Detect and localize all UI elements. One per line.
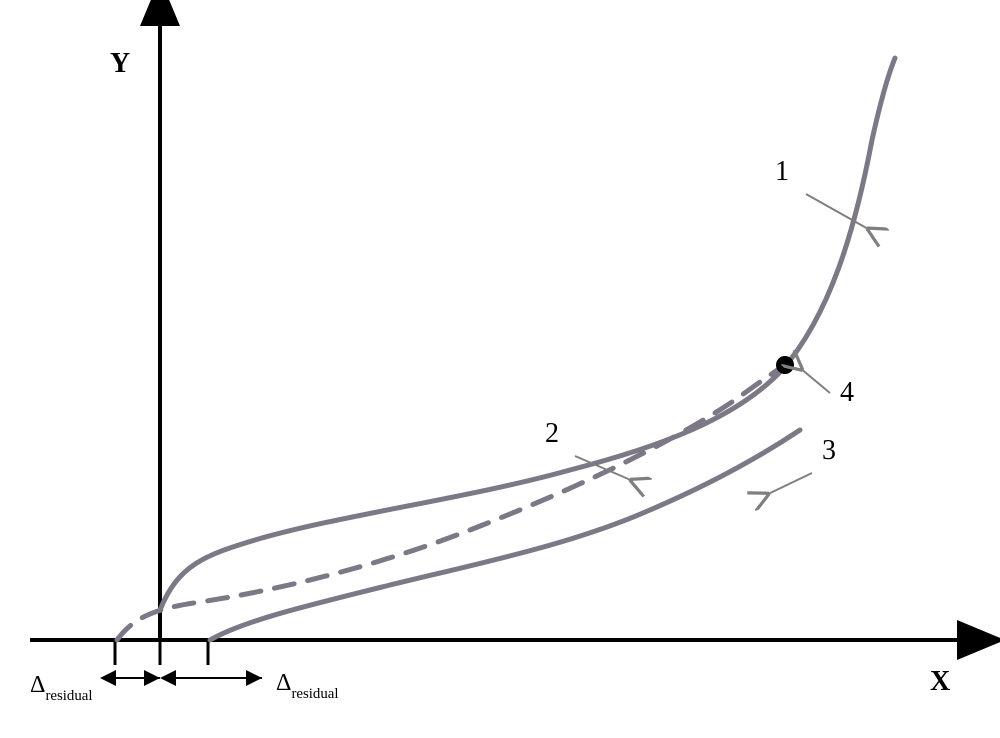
x-axis-label: X — [930, 666, 950, 697]
callout-label-4: 4 — [840, 377, 854, 408]
diagram-svg: Y X Δresidual Δresidual 1 2 34 — [0, 0, 1000, 738]
residual-label: Δresidual — [30, 672, 93, 704]
point-4 — [776, 356, 794, 374]
curve-2-dashed — [117, 365, 785, 640]
callout-label-1: 1 — [775, 156, 789, 187]
curve-1 — [160, 58, 895, 610]
callout-label-2: 2 — [545, 418, 559, 449]
y-axis-label: Y — [110, 48, 130, 79]
curve-3 — [210, 430, 800, 640]
callout-arrow-3 — [766, 473, 812, 495]
residual-label: Δresidual — [276, 670, 339, 702]
callout-arrow-4 — [800, 368, 830, 393]
callout-label-3: 3 — [822, 435, 836, 466]
